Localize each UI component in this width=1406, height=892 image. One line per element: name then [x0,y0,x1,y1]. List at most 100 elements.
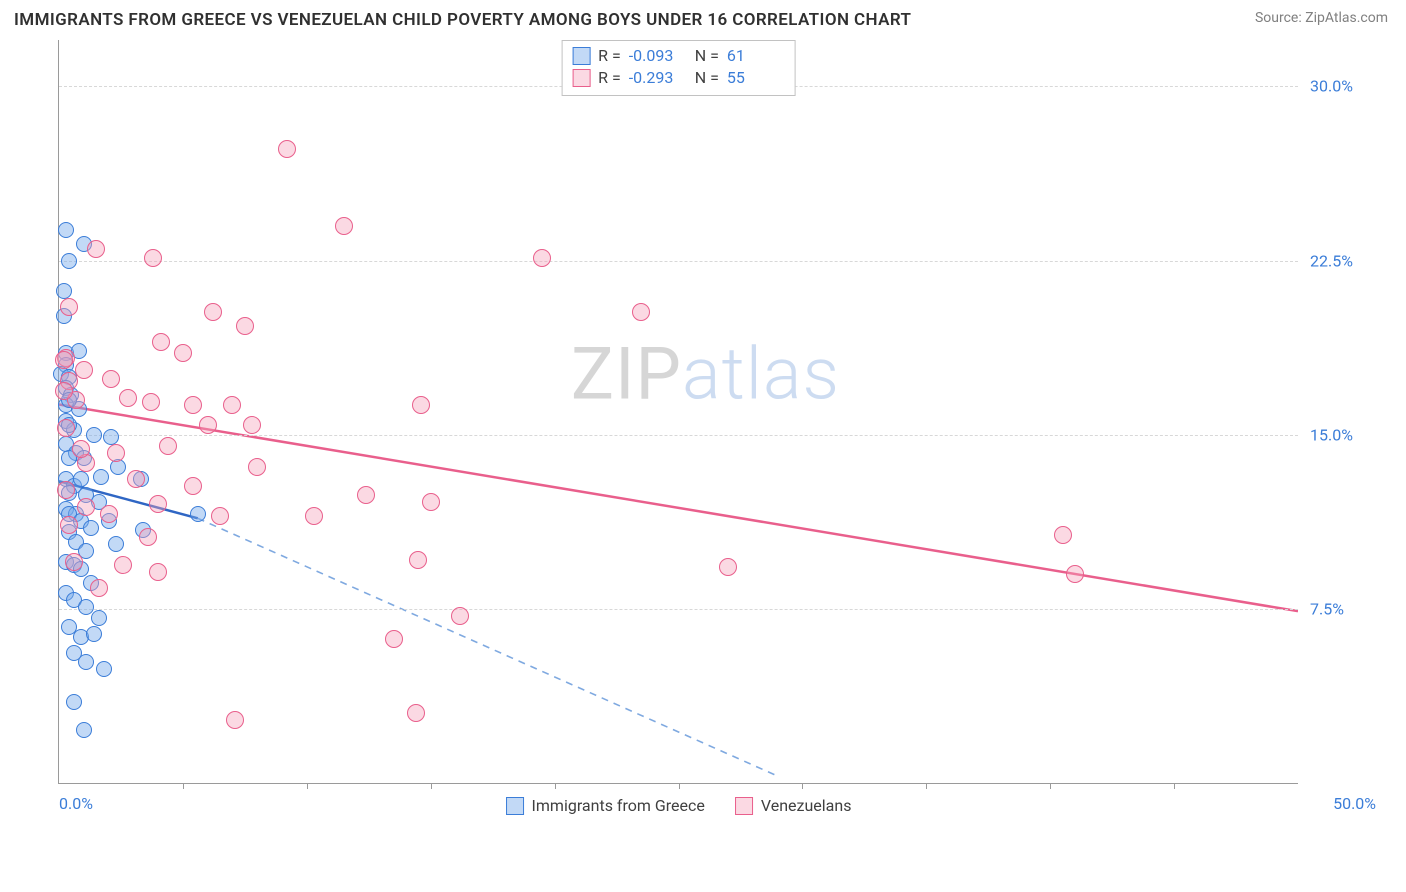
data-point-venezuela [184,396,202,414]
data-point-greece [91,610,107,626]
data-point-venezuela [278,140,296,158]
data-point-venezuela [223,396,241,414]
data-point-greece [73,471,89,487]
data-point-venezuela [77,498,95,516]
x-tick [679,783,680,789]
data-point-venezuela [174,344,192,362]
data-point-venezuela [305,507,323,525]
legend-item-greece: Immigrants from Greece [506,796,705,815]
data-point-venezuela [75,361,93,379]
x-tick [431,783,432,789]
data-point-greece [190,506,206,522]
data-point-venezuela [204,303,222,321]
data-point-venezuela [60,516,78,534]
watermark: ZIPatlas [571,332,840,417]
swatch-venezuela-icon [572,69,590,87]
data-point-venezuela [144,249,162,267]
trend-lines [59,40,1298,783]
data-point-venezuela [65,553,83,571]
plot-area: ZIPatlas R = -0.093 N = 61 R = -0.293 N … [58,40,1298,784]
chart-title: IMMIGRANTS FROM GREECE VS VENEZUELAN CHI… [14,10,911,30]
data-point-greece [108,536,124,552]
data-point-venezuela [72,440,90,458]
data-point-greece [93,469,109,485]
data-point-venezuela [57,419,75,437]
swatch-greece-icon [572,47,590,65]
data-point-venezuela [102,370,120,388]
y-tick-label: 22.5% [1310,251,1376,270]
data-point-venezuela [114,556,132,574]
data-point-venezuela [236,317,254,335]
data-point-venezuela [422,493,440,511]
data-point-greece [58,222,74,238]
data-point-venezuela [55,382,73,400]
data-point-venezuela [149,563,167,581]
stats-row-greece: R = -0.093 N = 61 [572,45,785,67]
gridline [59,435,1298,436]
data-point-venezuela [139,528,157,546]
data-point-greece [56,283,72,299]
legend-item-venezuela: Venezuelans [735,796,852,815]
data-point-venezuela [533,249,551,267]
data-point-venezuela [719,558,737,576]
data-point-venezuela [211,507,229,525]
y-tick-label: 7.5% [1310,599,1376,618]
x-tick [1050,783,1051,789]
data-point-venezuela [357,486,375,504]
data-point-venezuela [152,333,170,351]
data-point-venezuela [385,630,403,648]
data-point-venezuela [184,477,202,495]
stats-row-venezuela: R = -0.293 N = 55 [572,67,785,89]
data-point-venezuela [60,298,78,316]
data-point-greece [66,694,82,710]
data-point-venezuela [159,437,177,455]
x-tick [802,783,803,789]
gridline [59,609,1298,610]
x-min-label: 0.0% [59,794,93,813]
data-point-venezuela [1054,526,1072,544]
data-point-venezuela [142,393,160,411]
data-point-greece [76,722,92,738]
data-point-greece [83,520,99,536]
n-value-greece: 61 [727,45,785,67]
y-tick-label: 30.0% [1310,77,1376,96]
legend-label-venezuela: Venezuelans [761,796,852,815]
gridline [59,261,1298,262]
data-point-venezuela [87,240,105,258]
data-point-venezuela [127,470,145,488]
legend-swatch-venezuela-icon [735,797,753,815]
legend-label-greece: Immigrants from Greece [532,796,705,815]
data-point-greece [96,661,112,677]
n-value-venezuela: 55 [727,67,785,89]
data-point-venezuela [412,396,430,414]
x-max-label: 50.0% [1333,794,1376,813]
data-point-venezuela [199,416,217,434]
stats-legend-box: R = -0.093 N = 61 R = -0.293 N = 55 [561,40,796,96]
data-point-venezuela [451,607,469,625]
data-point-venezuela [100,505,118,523]
data-point-venezuela [119,389,137,407]
source-label: Source: ZipAtlas.com [1255,10,1388,26]
data-point-venezuela [335,217,353,235]
data-point-venezuela [57,481,75,499]
data-point-venezuela [1066,565,1084,583]
x-tick [926,783,927,789]
data-point-greece [86,626,102,642]
x-tick [1174,783,1175,789]
x-tick [183,783,184,789]
data-point-venezuela [243,416,261,434]
legend-swatch-greece-icon [506,797,524,815]
data-point-venezuela [226,711,244,729]
data-point-greece [103,429,119,445]
data-point-venezuela [90,579,108,597]
r-value-greece: -0.093 [629,45,687,67]
data-point-greece [78,654,94,670]
data-point-greece [61,253,77,269]
data-point-venezuela [632,303,650,321]
chart-container: Child Poverty Among Boys Under 16 ZIPatl… [48,36,1388,826]
data-point-greece [86,427,102,443]
r-value-venezuela: -0.293 [629,67,687,89]
y-tick-label: 15.0% [1310,425,1376,444]
x-tick [555,783,556,789]
data-point-venezuela [107,444,125,462]
